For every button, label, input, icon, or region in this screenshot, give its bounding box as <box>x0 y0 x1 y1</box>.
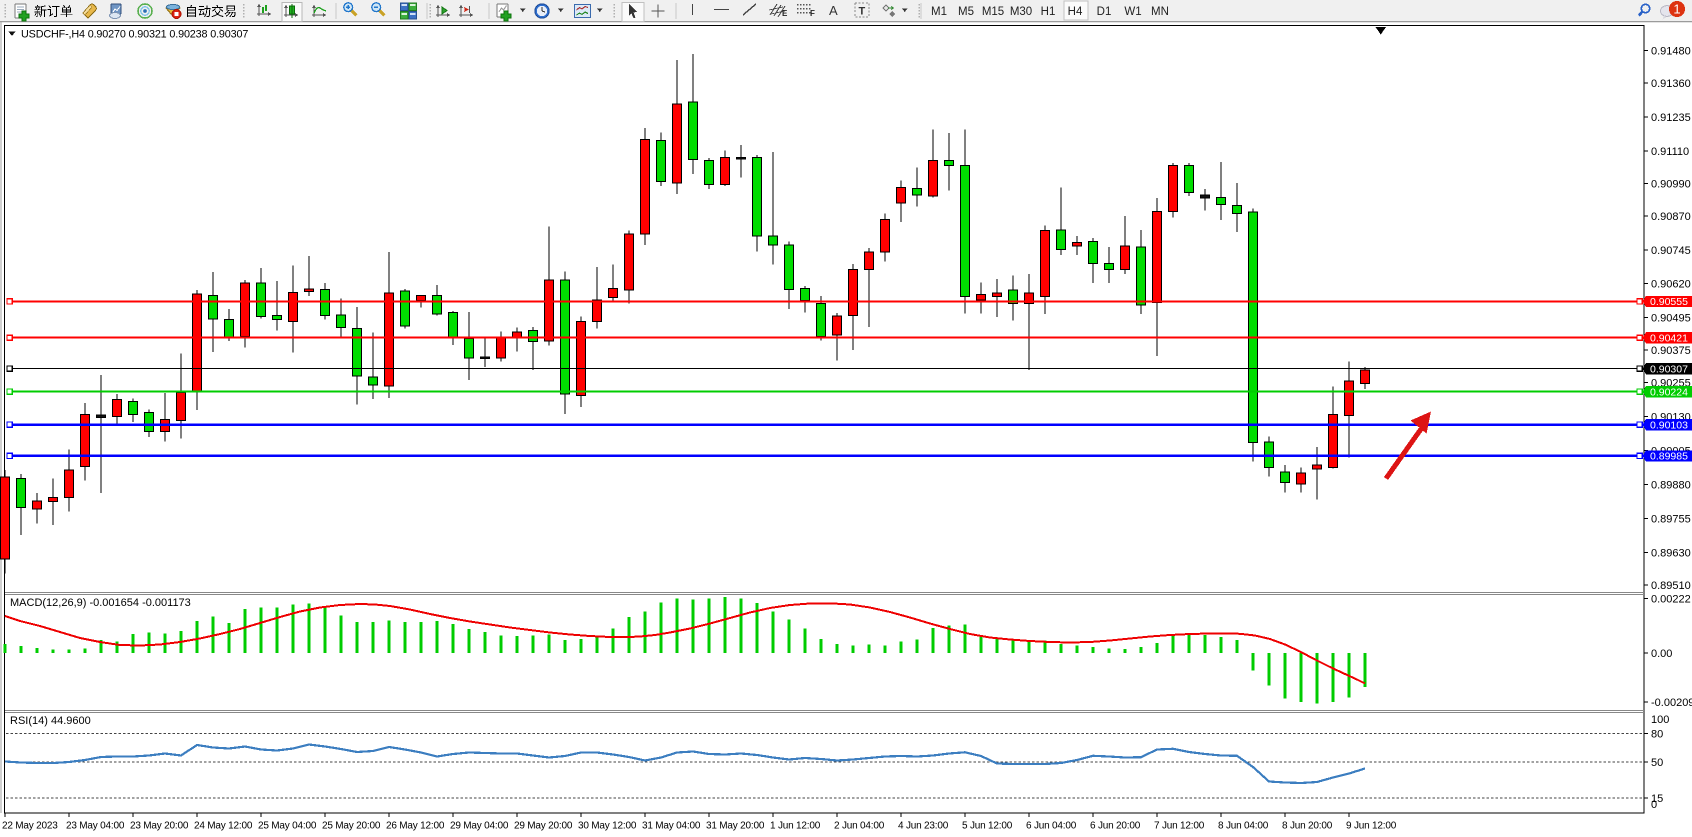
svg-text:2 Jun 04:00: 2 Jun 04:00 <box>834 821 885 832</box>
svg-text:A: A <box>829 3 838 18</box>
svg-text:6 Jun 04:00: 6 Jun 04:00 <box>1026 821 1077 832</box>
svg-text:0.89630: 0.89630 <box>1651 547 1691 559</box>
svg-text:F: F <box>810 9 815 18</box>
svg-text:0.90620: 0.90620 <box>1651 279 1691 291</box>
svg-text:W1: W1 <box>1124 6 1141 18</box>
svg-text:7 Jun 12:00: 7 Jun 12:00 <box>1154 821 1205 832</box>
svg-text:0.90555: 0.90555 <box>1650 296 1688 308</box>
svg-text:0.90224: 0.90224 <box>1650 386 1688 398</box>
svg-text:H4: H4 <box>1068 6 1083 18</box>
svg-text:0.90745: 0.90745 <box>1651 245 1691 257</box>
svg-text:8 Jun 04:00: 8 Jun 04:00 <box>1218 821 1269 832</box>
svg-text:0.90375: 0.90375 <box>1651 345 1691 357</box>
svg-text:9 Jun 12:00: 9 Jun 12:00 <box>1346 821 1397 832</box>
svg-text:4 Jun 23:00: 4 Jun 23:00 <box>898 821 949 832</box>
svg-text:MACD(12,26,9) -0.001654 -0.001: MACD(12,26,9) -0.001654 -0.001173 <box>10 597 191 609</box>
svg-text:0.91360: 0.91360 <box>1651 78 1691 90</box>
svg-text:T: T <box>859 6 866 18</box>
svg-text:29 May 04:00: 29 May 04:00 <box>450 821 509 832</box>
svg-text:RSI(14) 44.9600: RSI(14) 44.9600 <box>10 715 91 727</box>
svg-text:0.90307: 0.90307 <box>1650 363 1688 375</box>
svg-text:31 May 20:00: 31 May 20:00 <box>706 821 765 832</box>
svg-text:6 Jun 20:00: 6 Jun 20:00 <box>1090 821 1141 832</box>
svg-text:E: E <box>782 9 788 18</box>
svg-text:0.89985: 0.89985 <box>1650 451 1688 463</box>
svg-text:26 May 12:00: 26 May 12:00 <box>386 821 445 832</box>
svg-text:23 May 04:00: 23 May 04:00 <box>66 821 125 832</box>
svg-text:M5: M5 <box>958 6 974 18</box>
svg-text:25 May 04:00: 25 May 04:00 <box>258 821 317 832</box>
svg-text:31 May 04:00: 31 May 04:00 <box>642 821 701 832</box>
svg-text:H1: H1 <box>1041 6 1056 18</box>
svg-text:50: 50 <box>1651 757 1663 769</box>
svg-text:29 May 20:00: 29 May 20:00 <box>514 821 573 832</box>
svg-text:22 May 2023: 22 May 2023 <box>2 821 58 832</box>
svg-text:80: 80 <box>1651 729 1663 741</box>
svg-text:0.89755: 0.89755 <box>1651 513 1691 525</box>
svg-text:1 Jun 12:00: 1 Jun 12:00 <box>770 821 821 832</box>
svg-text:-0.00209: -0.00209 <box>1651 697 1692 709</box>
svg-text:8 Jun 20:00: 8 Jun 20:00 <box>1282 821 1333 832</box>
svg-text:24 May 12:00: 24 May 12:00 <box>194 821 253 832</box>
svg-text:15: 15 <box>1651 793 1663 805</box>
svg-text:0.00222: 0.00222 <box>1651 594 1691 606</box>
svg-text:0: 0 <box>1651 799 1657 811</box>
svg-text:USDCHF-,H4 0.90270 0.90321 0.: USDCHF-,H4 0.90270 0.90321 0.90238 0.903… <box>21 29 248 41</box>
svg-text:1: 1 <box>1673 2 1680 17</box>
svg-text:0.90103: 0.90103 <box>1650 419 1688 431</box>
svg-text:0.90990: 0.90990 <box>1651 178 1691 190</box>
svg-text:0.89880: 0.89880 <box>1651 479 1691 491</box>
svg-text:0.90495: 0.90495 <box>1651 313 1691 325</box>
svg-text:100: 100 <box>1651 714 1669 726</box>
svg-text:0.89510: 0.89510 <box>1651 580 1691 592</box>
svg-text:MN: MN <box>1151 6 1169 18</box>
svg-text:0.90421: 0.90421 <box>1650 333 1688 345</box>
svg-text:M30: M30 <box>1010 6 1032 18</box>
svg-text:M15: M15 <box>982 6 1004 18</box>
svg-text:0.91110: 0.91110 <box>1651 146 1689 158</box>
svg-text:5 Jun 12:00: 5 Jun 12:00 <box>962 821 1013 832</box>
svg-text:M1: M1 <box>931 6 947 18</box>
svg-text:D1: D1 <box>1097 6 1112 18</box>
svg-text:30 May 12:00: 30 May 12:00 <box>578 821 637 832</box>
svg-text:23 May 20:00: 23 May 20:00 <box>130 821 189 832</box>
svg-text:0.91480: 0.91480 <box>1651 45 1691 57</box>
svg-text:25 May 20:00: 25 May 20:00 <box>322 821 381 832</box>
svg-text:0.00: 0.00 <box>1651 648 1672 660</box>
svg-text:0.91235: 0.91235 <box>1651 112 1691 124</box>
svg-text:0.90870: 0.90870 <box>1651 211 1691 223</box>
